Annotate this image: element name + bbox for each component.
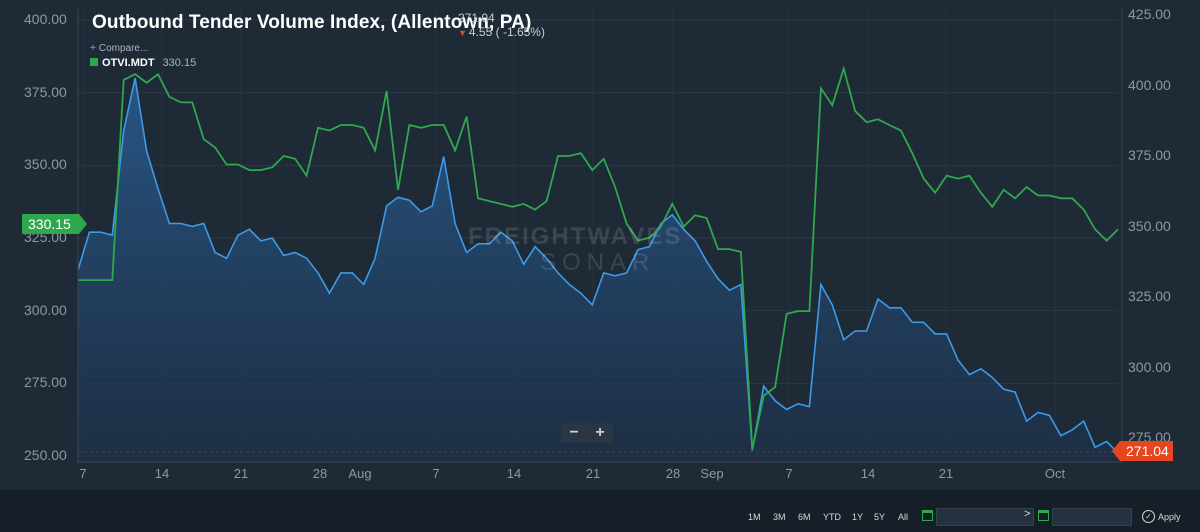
x-tick: 14 xyxy=(154,466,170,481)
x-tick: 28 xyxy=(665,466,681,481)
y-tick-right: 300.00 xyxy=(1128,358,1171,375)
y-tick-left: 375.00 xyxy=(24,83,67,100)
y-tick-left: 400.00 xyxy=(24,11,67,27)
compare-button[interactable]: + Compare... xyxy=(90,43,148,54)
y-tick-left: 250.00 xyxy=(24,447,67,463)
series-color-swatch xyxy=(90,58,98,66)
range-button-all[interactable]: All xyxy=(898,512,909,522)
range-button-3m[interactable]: 3M xyxy=(773,512,786,522)
current-value-flag-right: 271.04 xyxy=(1112,441,1173,461)
y-tick-right: 325.00 xyxy=(1128,288,1171,304)
range-button-5y[interactable]: 5Y xyxy=(874,512,886,522)
zoom-in-button[interactable]: + xyxy=(595,424,605,441)
last-value: 271.04 xyxy=(458,11,495,25)
y-tick-left: 350.00 xyxy=(24,156,67,173)
start-date-input[interactable] xyxy=(936,508,1034,526)
range-button-1m[interactable]: 1M xyxy=(748,512,761,522)
x-tick: Aug xyxy=(348,466,372,481)
series-line-otvi xyxy=(77,77,1119,454)
x-tick: 7 xyxy=(432,466,440,481)
x-tick: 28 xyxy=(312,466,328,481)
x-tick: Oct xyxy=(1044,466,1066,481)
series-value: 330.15 xyxy=(162,57,197,69)
range-button-1y[interactable]: 1Y xyxy=(852,512,864,522)
x-tick: 14 xyxy=(860,466,876,481)
x-tick: 7 xyxy=(79,466,87,481)
x-tick: 21 xyxy=(233,466,249,481)
y-tick-right: 375.00 xyxy=(1128,147,1171,163)
zoom-out-button[interactable]: − xyxy=(569,424,579,441)
y-tick-right: 350.00 xyxy=(1128,217,1171,234)
calendar-icon[interactable] xyxy=(1038,510,1049,521)
y-tick-right: 400.00 xyxy=(1128,76,1171,93)
y-tick-left: 300.00 xyxy=(24,301,67,318)
down-triangle-icon: ▼ xyxy=(458,28,467,38)
chart-svg xyxy=(77,8,1123,463)
x-tick: 21 xyxy=(585,466,601,481)
range-button-ytd[interactable]: YTD xyxy=(823,512,841,522)
current-value-flag-left: 330.15 xyxy=(22,214,87,234)
plus-icon: + xyxy=(90,43,96,54)
y-tick-left: 275.00 xyxy=(24,374,67,391)
check-icon[interactable]: ✓ xyxy=(1142,510,1155,523)
series-name: OTVI.MDT xyxy=(102,57,155,69)
series-line-green xyxy=(78,65,1119,450)
range-arrow: > xyxy=(1024,508,1031,520)
change-value: 4.55 ( -1.65%) xyxy=(468,25,545,39)
x-tick: 21 xyxy=(938,466,954,481)
range-button-6m[interactable]: 6M xyxy=(798,512,811,522)
x-tick: 7 xyxy=(785,466,793,481)
chart-title: Outbound Tender Volume Index, (Allentown… xyxy=(92,12,532,33)
calendar-icon[interactable] xyxy=(922,510,933,521)
x-tick: 14 xyxy=(506,466,522,481)
zoom-controls: − + xyxy=(561,423,613,443)
chart-area xyxy=(77,8,1123,463)
y-tick-right: 425.00 xyxy=(1128,6,1171,22)
x-tick: Sep xyxy=(700,466,724,481)
apply-button[interactable]: Apply xyxy=(1158,512,1181,522)
series-legend[interactable]: OTVI.MDT 330.15 xyxy=(90,57,196,69)
compare-label: Compare... xyxy=(98,43,149,54)
change-indicator: ▼ 4.55 ( -1.65%) xyxy=(458,25,545,39)
series-area-otvi xyxy=(78,78,1118,462)
end-date-input[interactable] xyxy=(1052,508,1132,526)
